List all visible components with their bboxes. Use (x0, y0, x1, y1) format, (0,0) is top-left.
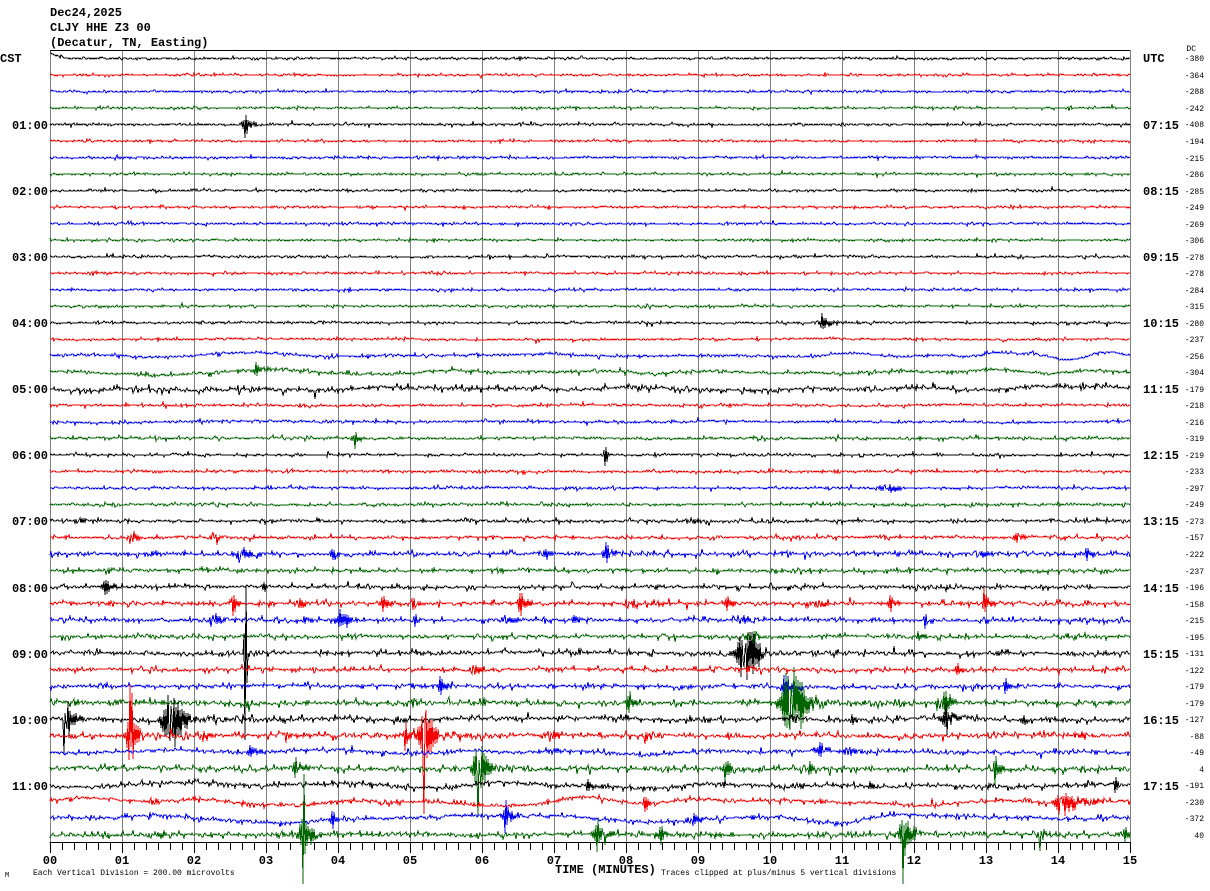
svg-text:09: 09 (691, 854, 705, 868)
svg-text:-237: -237 (1185, 568, 1204, 577)
svg-text:-285: -285 (1185, 188, 1204, 197)
svg-text:-131: -131 (1185, 650, 1204, 659)
svg-text:05: 05 (403, 854, 417, 868)
svg-text:11:15: 11:15 (1143, 383, 1179, 397)
svg-text:-230: -230 (1185, 799, 1204, 808)
svg-text:-315: -315 (1185, 303, 1204, 312)
svg-text:07:00: 07:00 (12, 515, 48, 529)
svg-text:06:00: 06:00 (12, 449, 48, 463)
svg-text:17:15: 17:15 (1143, 780, 1179, 794)
svg-text:-297: -297 (1185, 485, 1204, 494)
svg-text:-49: -49 (1190, 749, 1205, 758)
svg-text:-304: -304 (1185, 369, 1204, 378)
svg-text:-222: -222 (1185, 551, 1204, 560)
svg-text:-256: -256 (1185, 353, 1204, 362)
svg-text:-319: -319 (1185, 435, 1204, 444)
svg-text:11: 11 (835, 854, 849, 868)
svg-text:-194: -194 (1185, 138, 1204, 147)
svg-text:-237: -237 (1185, 336, 1204, 345)
svg-text:-280: -280 (1185, 320, 1204, 329)
svg-text:05:00: 05:00 (12, 383, 48, 397)
svg-text:03:00: 03:00 (12, 251, 48, 265)
svg-text:M: M (5, 872, 9, 880)
svg-text:07: 07 (547, 854, 561, 868)
svg-text:10: 10 (763, 854, 777, 868)
svg-text:-242: -242 (1185, 105, 1204, 114)
svg-text:15:15: 15:15 (1143, 648, 1179, 662)
svg-text:-88: -88 (1190, 733, 1205, 742)
svg-text:-286: -286 (1185, 171, 1204, 180)
svg-text:13:15: 13:15 (1143, 515, 1179, 529)
svg-text:-215: -215 (1185, 617, 1204, 626)
svg-text:-158: -158 (1185, 601, 1204, 610)
svg-text:08:00: 08:00 (12, 582, 48, 596)
svg-text:09:15: 09:15 (1143, 251, 1179, 265)
svg-text:TIME (MINUTES): TIME (MINUTES) (555, 863, 656, 877)
svg-text:08:15: 08:15 (1143, 185, 1179, 199)
svg-text:Dec24,2025: Dec24,2025 (50, 6, 122, 20)
svg-text:-179: -179 (1185, 700, 1204, 709)
svg-text:-273: -273 (1185, 518, 1204, 527)
svg-text:07:15: 07:15 (1143, 119, 1179, 133)
svg-text:04: 04 (331, 854, 345, 868)
svg-text:-215: -215 (1185, 155, 1204, 164)
svg-text:00: 00 (43, 854, 57, 868)
svg-text:(Decatur, TN, Easting): (Decatur, TN, Easting) (50, 36, 208, 50)
svg-text:16:15: 16:15 (1143, 714, 1179, 728)
svg-text:01: 01 (115, 854, 129, 868)
svg-text:-288: -288 (1185, 88, 1204, 97)
svg-text:12: 12 (907, 854, 921, 868)
svg-text:10:15: 10:15 (1143, 317, 1179, 331)
svg-text:-157: -157 (1185, 534, 1204, 543)
svg-text:10:00: 10:00 (12, 714, 48, 728)
svg-text:02: 02 (187, 854, 201, 868)
svg-text:03: 03 (259, 854, 273, 868)
svg-text:11:00: 11:00 (12, 780, 48, 794)
svg-text:-196: -196 (1185, 584, 1204, 593)
svg-text:Each Vertical Division = 200.: Each Vertical Division = 200.00 microvol… (33, 869, 235, 878)
svg-text:Traces clipped at plus/minus 5: Traces clipped at plus/minus 5 vertical … (661, 869, 896, 878)
svg-text:-372: -372 (1185, 815, 1204, 824)
svg-text:14:15: 14:15 (1143, 582, 1179, 596)
svg-text:-284: -284 (1185, 287, 1204, 296)
svg-text:02:00: 02:00 (12, 185, 48, 199)
svg-text:-249: -249 (1185, 204, 1204, 213)
svg-text:40: 40 (1194, 832, 1204, 841)
svg-text:-408: -408 (1185, 121, 1204, 130)
svg-text:14: 14 (1051, 854, 1065, 868)
svg-text:-122: -122 (1185, 667, 1204, 676)
svg-text:09:00: 09:00 (12, 648, 48, 662)
svg-text:-179: -179 (1185, 683, 1204, 692)
svg-text:06: 06 (475, 854, 489, 868)
svg-text:UTC: UTC (1143, 52, 1165, 66)
svg-text:-219: -219 (1185, 452, 1204, 461)
svg-text:12:15: 12:15 (1143, 449, 1179, 463)
svg-text:08: 08 (619, 854, 633, 868)
svg-text:-216: -216 (1185, 419, 1204, 428)
svg-text:13: 13 (979, 854, 993, 868)
svg-text:-269: -269 (1185, 221, 1204, 230)
svg-text:-278: -278 (1185, 270, 1204, 279)
svg-text:-195: -195 (1185, 634, 1204, 643)
svg-text:-179: -179 (1185, 386, 1204, 395)
svg-text:-249: -249 (1185, 501, 1204, 510)
svg-text:CST: CST (0, 52, 22, 66)
svg-text:DC: DC (1186, 45, 1196, 54)
svg-text:4: 4 (1199, 766, 1204, 775)
svg-text:-218: -218 (1185, 402, 1204, 411)
svg-text:-127: -127 (1185, 716, 1204, 725)
svg-text:-191: -191 (1185, 782, 1204, 791)
svg-text:CLJY HHE Z3 00: CLJY HHE Z3 00 (50, 21, 151, 35)
svg-text:04:00: 04:00 (12, 317, 48, 331)
svg-text:15: 15 (1123, 854, 1137, 868)
svg-text:-306: -306 (1185, 237, 1204, 246)
svg-text:-233: -233 (1185, 468, 1204, 477)
svg-text:-364: -364 (1185, 72, 1204, 81)
svg-text:-278: -278 (1185, 254, 1204, 263)
svg-text:-380: -380 (1185, 55, 1204, 64)
svg-text:01:00: 01:00 (12, 119, 48, 133)
